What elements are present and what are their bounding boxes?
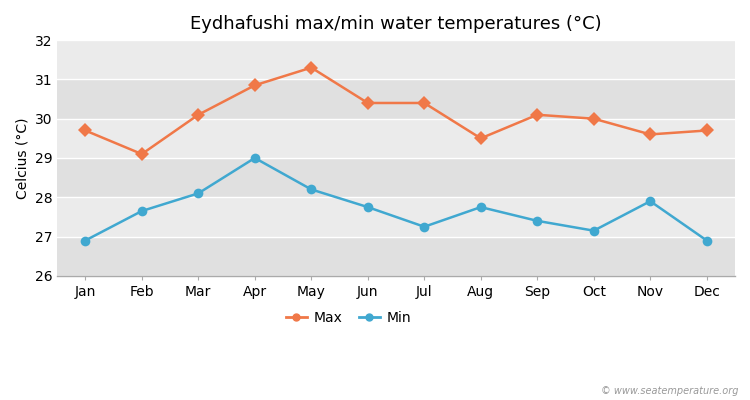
Min — [363, 205, 372, 210]
Bar — [57, 40, 735, 80]
Max — [420, 100, 429, 105]
Bar — [57, 158, 735, 197]
Min — [420, 224, 429, 229]
Min — [81, 238, 90, 243]
Max — [194, 112, 202, 117]
Max — [702, 128, 711, 133]
Min — [590, 228, 598, 233]
Bar — [57, 236, 735, 276]
Min — [137, 209, 146, 214]
Max — [590, 116, 598, 121]
Min — [194, 191, 202, 196]
Bar — [57, 197, 735, 236]
Max — [646, 132, 655, 137]
Line: Max: Max — [80, 63, 712, 159]
Min — [251, 156, 260, 160]
Max — [307, 65, 316, 70]
Min — [702, 238, 711, 243]
Line: Min: Min — [80, 153, 712, 245]
Max — [251, 83, 260, 88]
Max — [81, 128, 90, 133]
Max — [532, 112, 542, 117]
Bar — [57, 119, 735, 158]
Min — [307, 187, 316, 192]
Title: Eydhafushi max/min water temperatures (°C): Eydhafushi max/min water temperatures (°… — [190, 15, 602, 33]
Y-axis label: Celcius (°C): Celcius (°C) — [15, 117, 29, 199]
Max — [137, 152, 146, 156]
Bar — [57, 80, 735, 119]
Min — [646, 199, 655, 204]
Min — [476, 205, 485, 210]
Text: © www.seatemperature.org: © www.seatemperature.org — [602, 386, 739, 396]
Legend: Max, Min: Max, Min — [280, 305, 417, 330]
Min — [532, 218, 542, 223]
Max — [476, 136, 485, 141]
Max — [363, 100, 372, 105]
